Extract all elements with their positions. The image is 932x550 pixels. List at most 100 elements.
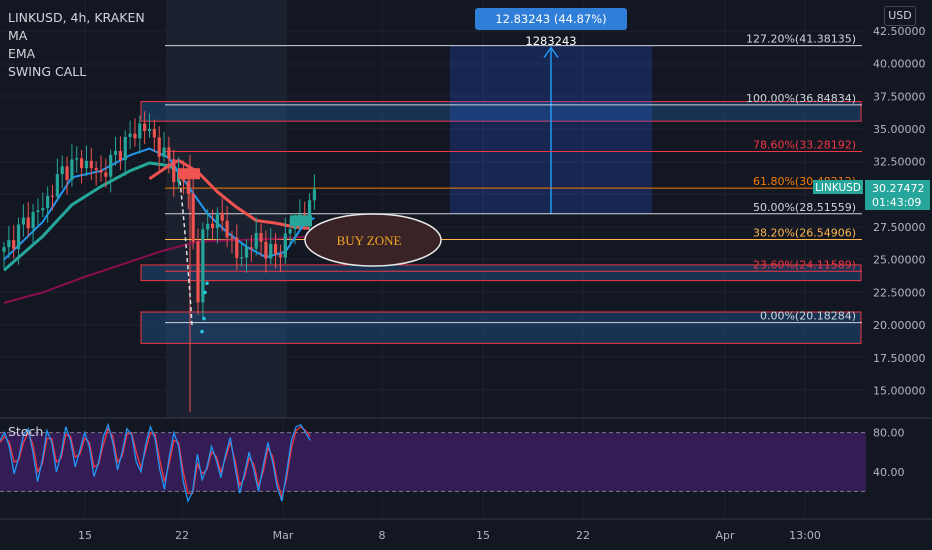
measure-label: 12.83243 (44.87%) 1283243 [475,8,627,48]
fib-label-4: 50.00%(28.51559) [753,201,856,214]
support-zone-0 [140,101,862,122]
buy-signal-marker [290,215,312,227]
fib-label-5: 38.20%(26.54906) [753,226,856,239]
price-axis[interactable]: 42.50000 40.00000 37.50000 35.00000 32.50000… [866,0,932,518]
candle-body [46,195,50,209]
price-tick: 37.50000 [873,90,926,103]
signal-markers-layer [178,168,312,334]
candle-body [225,220,229,238]
candle-body [50,195,55,197]
candle-body [147,128,152,132]
fib-layer: 127.20%(41.38135) 100.00%(36.84834) 78.60%… [165,33,862,324]
candle-body [244,247,249,258]
price-tick: 35.00000 [873,123,926,136]
candle-body [235,237,239,259]
swing-dashed-line [179,181,193,326]
candle-body [143,123,147,132]
price-tag-countdown: 01:43:09 [872,196,921,209]
candle-body [109,154,113,177]
candle-body [2,247,6,252]
stoch-tick: 80.00 [873,427,905,440]
indicator-swing-call[interactable]: SWING CALL [8,64,87,79]
price-tick: 15.00000 [873,384,926,397]
candle-body [269,243,273,259]
candle-body [99,170,103,173]
last-price-tag: LINKUSD 30.27472 01:43:09 [813,180,930,210]
indicator-ma[interactable]: MA [8,28,28,43]
candle-body [254,233,258,249]
candle-body [162,147,166,157]
candle-body [167,147,171,160]
candle-body [283,233,287,258]
price-tick: 42.50000 [873,25,926,38]
price-axis-bg [866,0,932,518]
price-tick: 25.00000 [873,254,926,267]
currency-button[interactable]: USD [884,6,916,26]
symbol-title[interactable]: LINKUSD, 4h, KRAKEN [8,10,145,25]
stoch-k-line [0,422,311,504]
price-tick: 32.50000 [873,156,926,169]
support-zone-1 [140,264,862,282]
candle-body [128,133,132,137]
time-tick: Mar [273,529,294,542]
candle-body [157,137,161,157]
candle-body [80,158,84,169]
fib-label-2: 78.60%(33.28192) [753,138,856,151]
candle-body [312,189,316,201]
fib-label-6: 23.60%(24.11589) [753,258,856,271]
candle-body [152,128,156,138]
price-tick: 22.50000 [873,286,926,299]
candle-body [31,211,35,229]
candle-body [264,241,268,259]
candle-body [26,217,30,229]
swing-dot [203,290,207,295]
time-axis[interactable]: 15 22 Mar 8 15 22 Apr 13:00 [0,518,932,542]
candle-body [138,123,142,139]
candle-body [278,254,283,258]
time-tick: Apr [715,529,735,542]
swing-dot [205,281,209,286]
price-tag-symbol-bg [813,180,863,194]
stoch-title[interactable]: Stoch [8,424,44,439]
measure-box-layer [450,45,652,214]
candle-body [249,247,253,249]
candle-body [191,193,195,242]
candle-body [113,150,118,155]
candle-body [89,160,93,169]
candle-body [41,208,45,211]
time-tick: 13:00 [789,529,821,542]
indicator-ema[interactable]: EMA [8,46,36,61]
fib-label-7: 0.00%(20.18284) [760,310,856,323]
stoch-pane: 80.00 40.00 [0,422,905,504]
ma-mid-line [3,161,190,272]
swing-dot [200,329,204,334]
candle-body [288,229,292,234]
candle-body [65,166,69,180]
buy-zone-annotation[interactable]: BUY ZONE [304,213,442,267]
candle-body [36,210,40,212]
price-tag-value: 30.27472 [872,182,925,195]
candle-body [7,240,11,248]
candle-body [84,160,89,169]
candle-body [118,150,122,161]
candle-body [259,233,263,242]
time-tick: 8 [379,529,386,542]
buy-zone-ellipse[interactable] [304,213,442,267]
price-tag-value-bg [865,180,930,210]
candle-body [60,166,64,175]
candle-body [55,174,59,197]
candle-body [230,237,234,239]
zones-layer [140,101,862,412]
chart-legend: LINKUSD, 4h, KRAKEN MA EMA SWING CALL [8,9,145,81]
candle-body [75,158,79,160]
candle-body [172,159,176,182]
candle-body [201,229,205,303]
candle-body [196,241,200,303]
time-tick: 15 [78,529,92,542]
highlight-region [166,0,287,418]
stoch-tick: 40.00 [873,466,905,479]
time-tick: 22 [175,529,189,542]
candle-body [16,224,21,250]
candle-body [12,240,16,250]
